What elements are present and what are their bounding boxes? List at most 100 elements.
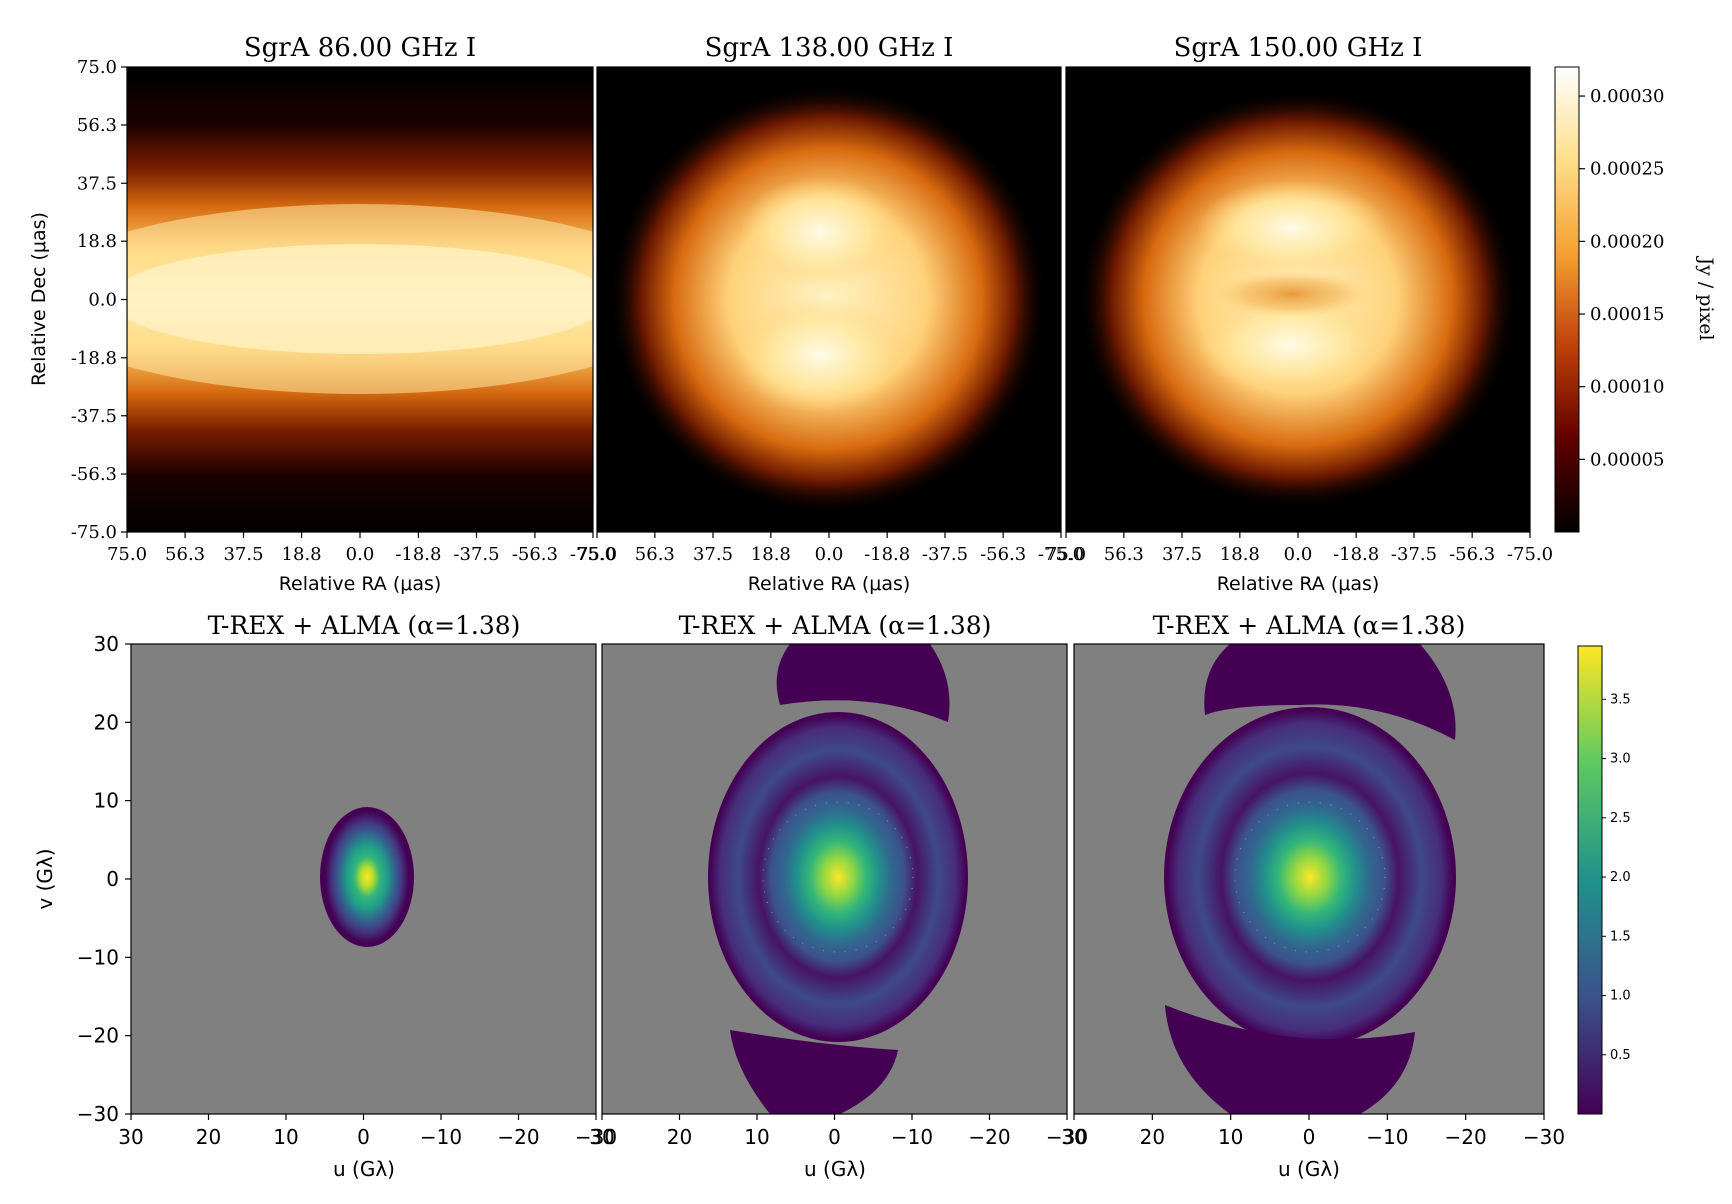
- y-tick-label: -18.8: [71, 348, 117, 369]
- x-tick-label: 0.0: [815, 544, 844, 565]
- u-tick-label: −10: [420, 1125, 462, 1149]
- u-tick-label: −30: [575, 1125, 617, 1149]
- u-tick-label: 0: [1303, 1125, 1316, 1149]
- cb-tick-label: 0.00020: [1590, 231, 1664, 252]
- x-tick-label: 18.8: [751, 544, 791, 565]
- y-tick-label: 75.0: [77, 57, 117, 78]
- panel-150ghz-image: [1066, 67, 1530, 532]
- u-tick-label: 10: [1218, 1125, 1243, 1149]
- u-tick-label: 30: [589, 1125, 614, 1149]
- top-x-ticks: 75.0 56.3 37.5 18.8 0.0 -18.8 -37.5 -56.3 -75.07…: [107, 532, 1553, 565]
- cb-tick-label: 0.00030: [1590, 86, 1664, 107]
- panel-86ghz-image: [127, 67, 593, 532]
- v-tick-label: 0: [106, 867, 119, 891]
- top-y-ticks: 75.0 56.3 37.5 18.8 0.0 -18.8 -37.5 -56.3 -75.0: [71, 57, 127, 543]
- title-uv-2: T-REX + ALMA (α=1.38): [679, 611, 992, 640]
- v-tick-label: 10: [94, 789, 119, 813]
- x-tick-label: -75.0: [1507, 544, 1553, 565]
- xlabel-u-2: u (Gλ): [804, 1157, 866, 1181]
- cb2-tick-label: 2.0: [1610, 870, 1631, 885]
- cb2-tick-label: 3.0: [1610, 752, 1631, 767]
- title-150ghz: SgrA 150.00 GHz I: [1174, 33, 1423, 63]
- v-tick-label: −20: [77, 1024, 119, 1048]
- u-tick-label: 30: [1061, 1125, 1086, 1149]
- v-tick-label: 30: [94, 632, 119, 656]
- xlabel-u-3: u (Gλ): [1278, 1157, 1340, 1181]
- x-tick-label: 37.5: [1162, 544, 1202, 565]
- bottom-y-ticks: −30 −20 −10 0 10 20 30: [77, 632, 131, 1126]
- x-tick-label: 0.0: [1284, 544, 1313, 565]
- cb2-tick-label: 1.0: [1610, 989, 1631, 1004]
- xlabel-u-1: u (Gλ): [333, 1157, 395, 1181]
- cb2-tick-label: 1.5: [1610, 929, 1631, 944]
- x-tick-label: 0.0: [346, 544, 375, 565]
- x-tick-label: 75.0: [577, 544, 617, 565]
- cb2-tick-label: 2.5: [1610, 811, 1631, 826]
- v-tick-label: −30: [77, 1102, 119, 1126]
- u-tick-label: 30: [118, 1125, 143, 1149]
- panel-138ghz-image: [597, 67, 1061, 532]
- ylabel-v: v (Gλ): [33, 848, 57, 909]
- u-tick-label: 10: [744, 1125, 769, 1149]
- colorbar-label: Jy / pixel: [1695, 255, 1717, 340]
- y-tick-label: 37.5: [77, 173, 117, 194]
- title-86ghz: SgrA 86.00 GHz I: [244, 33, 476, 63]
- cb2-tick-label: 0.5: [1610, 1048, 1631, 1063]
- y-tick-label: 0.0: [88, 290, 117, 311]
- panel-uv-3: [1074, 644, 1544, 1114]
- x-tick-label: -18.8: [395, 544, 441, 565]
- colorbar-afmhot-ticks: 0.00005 0.00010 0.00015 0.00020 0.00025 0.000…: [1579, 86, 1664, 470]
- cb-tick-label: 0.00010: [1590, 377, 1664, 398]
- colorbar-viridis-ticks: 0.5 1.0 1.5 2.0 2.5 3.0 3.5: [1602, 692, 1631, 1063]
- x-tick-label: 37.5: [223, 544, 263, 565]
- x-tick-label: 75.0: [107, 544, 147, 565]
- u-tick-label: −10: [1366, 1125, 1408, 1149]
- u-tick-label: 0: [828, 1125, 841, 1149]
- x-tick-label: -37.5: [1391, 544, 1437, 565]
- x-tick-label: -37.5: [922, 544, 968, 565]
- cb-tick-label: 0.00005: [1590, 449, 1664, 470]
- cb-tick-label: 0.00025: [1590, 159, 1664, 180]
- x-tick-label: -56.3: [980, 544, 1026, 565]
- colorbar-afmhot: [1554, 66, 1580, 533]
- x-tick-label: 56.3: [635, 544, 675, 565]
- cb-tick-label: 0.00015: [1590, 304, 1664, 325]
- u-tick-label: −10: [891, 1125, 933, 1149]
- u-tick-label: 20: [667, 1125, 692, 1149]
- u-tick-label: −20: [497, 1125, 539, 1149]
- ylabel-dec: Relative Dec (μas): [28, 212, 50, 386]
- x-tick-label: -75.0: [1038, 544, 1084, 565]
- title-uv-1: T-REX + ALMA (α=1.38): [208, 611, 521, 640]
- u-tick-label: −30: [1523, 1125, 1565, 1149]
- y-tick-label: 18.8: [77, 231, 117, 252]
- v-tick-label: 20: [94, 710, 119, 734]
- y-tick-label: -37.5: [71, 406, 117, 427]
- panel-uv-2: [602, 644, 1067, 1114]
- colorbar-viridis: [1577, 645, 1603, 1115]
- x-tick-label: 37.5: [693, 544, 733, 565]
- x-tick-label: -18.8: [1333, 544, 1379, 565]
- x-tick-label: -75.0: [570, 544, 616, 565]
- xlabel-ra-2: Relative RA (μas): [748, 573, 911, 595]
- title-138ghz: SgrA 138.00 GHz I: [705, 33, 954, 63]
- xlabel-ra-1: Relative RA (μas): [279, 573, 442, 595]
- u-tick-label: −20: [1445, 1125, 1487, 1149]
- u-tick-label: −30: [1046, 1125, 1088, 1149]
- x-tick-label: 56.3: [165, 544, 205, 565]
- x-tick-label: -56.3: [1449, 544, 1495, 565]
- u-tick-label: 0: [357, 1125, 370, 1149]
- y-tick-label: 56.3: [77, 115, 117, 136]
- u-tick-label: −20: [968, 1125, 1010, 1149]
- x-tick-label: 56.3: [1104, 544, 1144, 565]
- u-tick-label: 20: [196, 1125, 221, 1149]
- title-uv-3: T-REX + ALMA (α=1.38): [1153, 611, 1466, 640]
- x-tick-label: 75.0: [1046, 544, 1086, 565]
- x-tick-label: 18.8: [1220, 544, 1260, 565]
- u-tick-label: 20: [1140, 1125, 1165, 1149]
- v-tick-label: −10: [77, 945, 119, 969]
- x-tick-label: -37.5: [453, 544, 499, 565]
- x-tick-label: -18.8: [864, 544, 910, 565]
- x-tick-label: 18.8: [282, 544, 322, 565]
